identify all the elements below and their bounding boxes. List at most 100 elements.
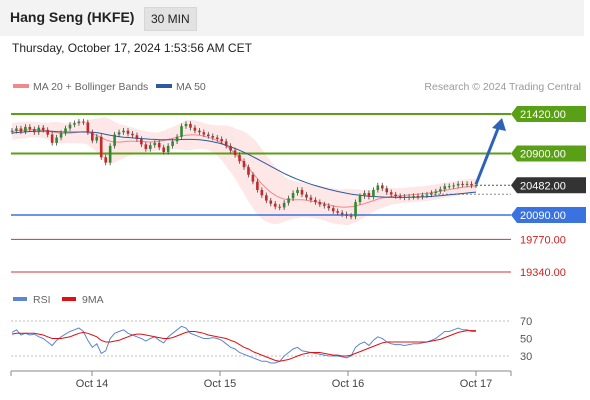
candle-70 xyxy=(323,201,326,209)
rsi-legend: RSI 9MA xyxy=(13,294,104,306)
candle-21 xyxy=(104,154,107,166)
candle-57 xyxy=(265,192,268,204)
candle-83 xyxy=(381,182,384,192)
candle-56 xyxy=(260,187,264,198)
price-legend: MA 20 + Bollinger Bands MA 50 Research ©… xyxy=(13,81,581,93)
header-bar: Hang Seng (HKFE) 30 MIN xyxy=(0,0,584,36)
candle-45 xyxy=(211,133,215,141)
candle-23 xyxy=(113,131,116,149)
candle-53 xyxy=(247,164,250,178)
candle-9 xyxy=(50,131,54,146)
candle-28 xyxy=(135,132,139,142)
candle-12 xyxy=(64,125,67,136)
bollinger-bands xyxy=(12,117,476,226)
candle-2 xyxy=(19,125,23,135)
candle-24 xyxy=(117,129,121,138)
candle-84 xyxy=(385,185,389,195)
candle-17 xyxy=(86,119,90,135)
level-tag-0 xyxy=(511,106,586,122)
candle-76 xyxy=(349,213,353,220)
candle-78 xyxy=(358,193,362,205)
candle-66 xyxy=(305,191,308,201)
candle-11 xyxy=(59,130,63,141)
x-axis: Oct 14 Oct 15 Oct 16 Oct 17 xyxy=(10,371,512,390)
candle-5 xyxy=(33,126,36,135)
candle-86 xyxy=(394,191,397,199)
legend-label-ma20: MA 20 + Bollinger Bands xyxy=(33,81,148,93)
forecast-arrow xyxy=(474,118,506,185)
candle-7 xyxy=(41,125,45,133)
candle-25 xyxy=(122,128,125,135)
candle-19 xyxy=(95,134,99,144)
timeframe-badge[interactable]: 30 MIN xyxy=(144,7,197,31)
legend-swatch-9ma xyxy=(62,297,76,301)
legend-label-ma50: MA 50 xyxy=(176,81,206,93)
candle-51 xyxy=(238,152,241,164)
candle-80 xyxy=(367,190,371,200)
bollinger-band-area xyxy=(12,117,476,226)
candle-35 xyxy=(166,143,170,155)
candle-18 xyxy=(91,129,94,144)
candle-99 xyxy=(452,182,455,189)
rsi-line xyxy=(11,325,476,364)
candle-102 xyxy=(465,181,469,188)
x-tick-label-0: Oct 14 xyxy=(76,378,108,390)
candle-74 xyxy=(340,210,344,217)
candle-31 xyxy=(149,142,152,152)
timestamp: Thursday, October 17, 2024 1:53:56 AM CE… xyxy=(12,41,252,55)
candle-15 xyxy=(77,118,81,126)
candle-98 xyxy=(447,183,451,189)
candle-63 xyxy=(291,190,295,201)
x-tick-label-3: Oct 17 xyxy=(460,378,492,390)
candle-69 xyxy=(318,199,322,208)
level-tag-1 xyxy=(511,145,586,162)
candle-82 xyxy=(376,182,380,193)
current-price-tag xyxy=(511,177,586,194)
candle-90 xyxy=(412,193,415,200)
candle-6 xyxy=(37,125,41,135)
candle-94 xyxy=(430,190,433,198)
candle-3 xyxy=(24,124,27,135)
level-lines xyxy=(11,113,511,273)
candle-96 xyxy=(439,186,442,195)
candle-91 xyxy=(416,193,420,200)
candle-100 xyxy=(456,181,460,189)
candle-43 xyxy=(202,129,206,138)
legend-swatch-ma20 xyxy=(13,84,29,88)
candle-39 xyxy=(184,121,188,129)
candle-34 xyxy=(162,144,165,155)
candle-0 xyxy=(10,128,14,135)
candle-95 xyxy=(434,188,438,196)
rsi-tick-1: 50 xyxy=(520,334,532,346)
level-label-1: 20900.00 xyxy=(520,149,566,161)
candle-72 xyxy=(331,205,335,214)
candle-61 xyxy=(282,200,286,211)
candle-50 xyxy=(233,147,237,158)
candle-88 xyxy=(403,194,406,201)
candle-65 xyxy=(300,187,304,198)
candle-58 xyxy=(269,197,273,207)
x-tick-label-1: Oct 15 xyxy=(204,378,236,390)
candle-41 xyxy=(193,125,197,134)
candle-26 xyxy=(126,128,130,137)
candle-29 xyxy=(140,136,143,148)
candle-77 xyxy=(354,199,357,220)
candle-44 xyxy=(207,131,210,139)
candle-103 xyxy=(470,181,473,189)
candle-14 xyxy=(73,120,76,128)
candle-54 xyxy=(251,172,255,185)
forecast-arrow-shaft xyxy=(474,125,501,185)
candle-40 xyxy=(189,121,192,131)
current-price-label: 20482.00 xyxy=(520,180,566,192)
rsi-9ma-line xyxy=(11,330,476,362)
candle-64 xyxy=(296,187,299,196)
candle-55 xyxy=(256,178,259,193)
candle-97 xyxy=(443,183,447,192)
candle-62 xyxy=(287,195,290,206)
candle-92 xyxy=(421,192,424,200)
candle-71 xyxy=(327,203,331,211)
candle-59 xyxy=(273,200,277,210)
legend-swatch-rsi xyxy=(13,297,27,301)
candle-52 xyxy=(242,158,246,170)
